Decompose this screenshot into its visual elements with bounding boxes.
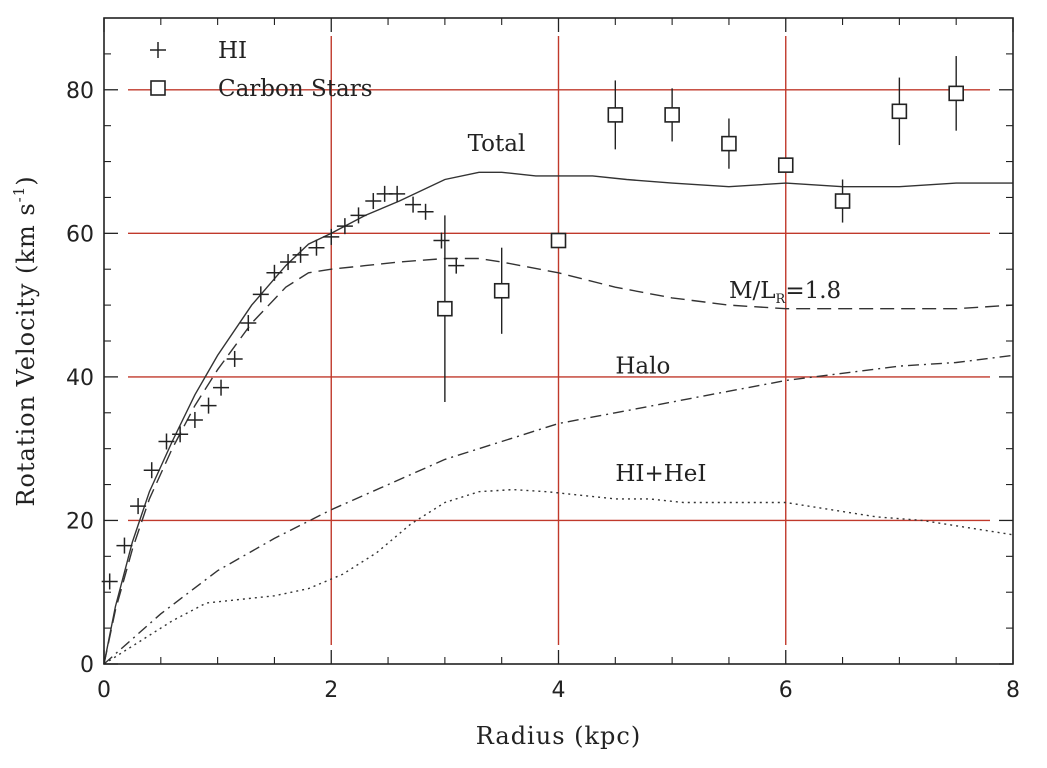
hi-point [433, 232, 450, 249]
square-marker [721, 135, 737, 152]
hi-point [448, 257, 465, 274]
carbon-star-point [607, 80, 624, 150]
carbon-star-point [777, 157, 794, 173]
annotation-subscript: R [776, 292, 787, 307]
square-marker [437, 300, 453, 317]
carbon-star-point [664, 88, 680, 142]
hi-point [240, 315, 257, 332]
square-marker [550, 232, 567, 249]
hi-point [213, 379, 230, 396]
annotation-halo: Halo [615, 353, 670, 379]
hi-point [266, 264, 283, 281]
carbon-star-point [891, 77, 908, 146]
hi-point [308, 239, 325, 256]
x-tick-label-4: 4 [552, 678, 566, 703]
square-marker [891, 103, 908, 120]
carbon-star-point [493, 247, 510, 334]
carbon-star-point [834, 179, 851, 223]
square-marker [664, 107, 680, 123]
hi-point [405, 196, 422, 213]
curve-m-l-1-8 [103, 257, 1014, 665]
hi-point [130, 498, 147, 515]
hi-point [186, 411, 203, 428]
y-tick-label-80: 80 [66, 79, 94, 104]
square-marker [607, 107, 624, 123]
x-tick-label-2: 2 [324, 678, 338, 703]
hi-point [292, 246, 309, 263]
annotation-total: Total [468, 131, 526, 157]
x-axis-label: Radius (kpc) [476, 722, 641, 750]
x-tick-label-0: 0 [97, 678, 111, 703]
annotation-text: M/L [729, 278, 776, 304]
x-tick-label-6: 6 [779, 678, 793, 703]
carbon-star-point [437, 215, 453, 403]
legend-label-hi: HI [218, 38, 247, 64]
hi-point [323, 228, 340, 245]
hi-point [336, 218, 353, 235]
square-marker [948, 85, 964, 102]
hi-point [116, 537, 133, 554]
hi-point [280, 254, 297, 271]
hi-point [200, 397, 217, 414]
hi-point [158, 433, 175, 450]
square-marker [834, 193, 851, 209]
y-axis-label-close: ) [12, 175, 40, 185]
annotation-hi-hei: HI+HeI [615, 461, 706, 487]
square-marker [493, 282, 510, 299]
y-axis-label-main: Rotation Velocity (km s [12, 202, 40, 506]
hi-point [252, 286, 269, 303]
annotation-m-l-1-8: M/LR=1.8 [729, 278, 841, 307]
legend-square [150, 80, 166, 96]
curve-total [103, 171, 1013, 665]
model-curves [103, 171, 1014, 665]
annotation-text: Halo [615, 353, 670, 379]
hi-point [226, 350, 243, 367]
annotation-rest: =1.8 [785, 278, 841, 304]
curve-halo [103, 354, 1014, 665]
annotation-text: Total [468, 131, 526, 157]
y-tick-label-20: 20 [66, 509, 94, 534]
hi-point [389, 185, 406, 202]
curve-annotations: Total M/LR=1.8 Halo HI+HeI [468, 131, 842, 487]
y-tick-label-0: 0 [80, 653, 94, 678]
y-tick-label-40: 40 [66, 366, 94, 391]
x-tick-label-8: 8 [1006, 678, 1020, 703]
carbon-star-point [721, 118, 737, 169]
axis-ticks [103, 18, 1014, 665]
grid-lines [128, 36, 990, 645]
hi-point [143, 462, 160, 479]
square-marker [777, 157, 794, 173]
hi-point [365, 193, 382, 210]
carbon-star-point [948, 56, 964, 131]
y-axis-label: Rotation Velocity (km s-1) [10, 175, 40, 506]
carbon-star-point [550, 232, 567, 249]
hi-point [350, 207, 367, 224]
legend: HI Carbon Stars [150, 38, 373, 102]
legend-label-carbon-stars: Carbon Stars [218, 76, 373, 102]
annotation-text: HI+HeI [615, 461, 706, 487]
data-points [101, 56, 964, 590]
hi-point [172, 426, 189, 443]
y-axis-label-superscript: -1 [10, 186, 28, 203]
y-tick-label-60: 60 [66, 222, 94, 247]
hi-point [417, 203, 434, 220]
